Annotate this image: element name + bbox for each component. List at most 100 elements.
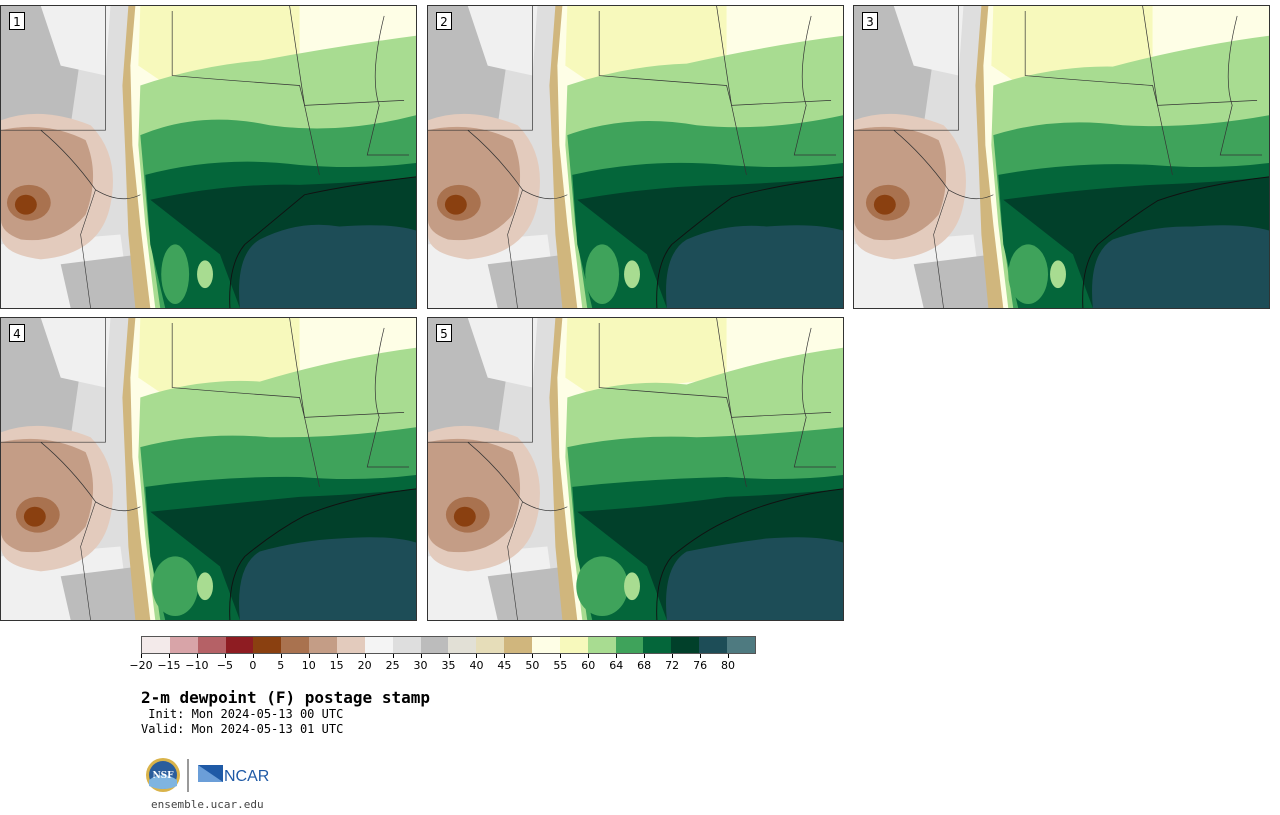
colorbar-tick-label: 20	[357, 659, 372, 672]
colorbar-bin	[476, 637, 505, 653]
colorbar-tick-label: 60	[581, 659, 596, 672]
stamp-map	[854, 6, 1269, 308]
state-border	[366, 327, 410, 468]
valid-time: Valid: Mon 2024-05-13 01 UTC	[141, 722, 344, 736]
dry-core-center	[23, 506, 46, 527]
state-border	[171, 10, 320, 175]
footer-url: ensemble.ucar.edu	[151, 798, 264, 811]
state-border	[507, 189, 523, 308]
colorbar	[141, 636, 756, 654]
page-title: 2-m dewpoint (F) postage stamp	[141, 688, 430, 707]
stamp-map	[428, 6, 843, 308]
map-region	[565, 318, 727, 393]
colorbar-tick-label: −15	[157, 659, 181, 672]
dry-core-center	[873, 194, 896, 215]
colorbar-tick-label: 5	[277, 659, 285, 672]
state-border	[467, 441, 568, 512]
colorbar-bin	[699, 637, 728, 653]
colorbar-tick-label: 15	[329, 659, 344, 672]
colorbar-tick	[252, 654, 254, 658]
green-pocket	[197, 260, 213, 289]
colorbar-tick	[504, 654, 506, 658]
colorbar-tick	[644, 654, 646, 658]
state-border	[1024, 10, 1173, 175]
colorbar-tick	[728, 654, 730, 658]
green-pocket	[576, 556, 629, 617]
colorbar-bin	[169, 637, 198, 653]
colorbar-bin	[532, 637, 560, 653]
colorbar-tick-label: 76	[693, 659, 708, 672]
gulf-of-mexico	[1092, 225, 1269, 308]
gulf-of-mexico	[239, 224, 416, 308]
logos: NSF NCAR	[146, 758, 269, 792]
green-pocket	[152, 556, 199, 617]
colorbar-tick	[196, 654, 198, 658]
state-border	[428, 6, 533, 131]
colorbar-bin	[142, 637, 170, 653]
stamp-3: 3	[853, 5, 1270, 309]
colorbar-tick	[141, 654, 142, 658]
colorbar-tick-label: 25	[385, 659, 400, 672]
state-border	[366, 15, 410, 156]
green-pocket	[585, 244, 620, 305]
state-border	[40, 129, 141, 200]
state-border	[933, 189, 949, 308]
stamp-4: 4	[0, 317, 417, 621]
colorbar-tick	[700, 654, 702, 658]
stamp-map	[428, 318, 843, 620]
stamp-1: 1	[0, 5, 417, 309]
state-border	[893, 129, 994, 200]
stamp-2: 2	[427, 5, 844, 309]
colorbar-bin	[671, 637, 700, 653]
stamp-map	[1, 318, 416, 620]
colorbar-tick-label: 68	[637, 659, 652, 672]
dry-core-center	[453, 506, 476, 527]
coastline	[656, 488, 843, 620]
colorbar-bin	[225, 637, 254, 653]
state-border	[289, 318, 405, 418]
colorbar-bin	[643, 637, 672, 653]
stamp-label: 5	[436, 324, 452, 342]
stamp-5: 5	[427, 317, 844, 621]
map-region	[40, 6, 111, 76]
colorbar-tick-label: 30	[413, 659, 428, 672]
gulf-of-mexico	[239, 537, 416, 620]
ncar-logo-text: NCAR	[224, 768, 269, 785]
colorbar-bin	[559, 637, 588, 653]
colorbar-tick-label: −5	[216, 659, 233, 672]
colorbar-tick	[336, 654, 338, 658]
map-region	[913, 254, 999, 308]
map-region	[487, 254, 573, 308]
state-border	[793, 327, 837, 468]
coastline	[229, 488, 416, 620]
state-border	[289, 6, 405, 106]
green-pocket	[197, 572, 213, 601]
state-border	[716, 318, 832, 418]
colorbar-tick	[616, 654, 618, 658]
map-region	[40, 318, 111, 388]
init-time: Init: Mon 2024-05-13 00 UTC	[141, 707, 344, 721]
colorbar-tick-label: −10	[185, 659, 209, 672]
colorbar-tick-label: 40	[469, 659, 484, 672]
colorbar-bin	[420, 637, 449, 653]
colorbar-tick	[280, 654, 282, 658]
state-border	[1, 318, 106, 443]
colorbar-tick	[672, 654, 674, 658]
map-region	[60, 566, 146, 620]
colorbar-tick-label: 80	[721, 659, 736, 672]
green-pocket	[624, 572, 640, 601]
dry-core-center	[14, 194, 37, 215]
gulf-of-mexico	[666, 225, 843, 308]
colorbar-tick-label: 0	[249, 659, 257, 672]
nsf-logo-text: NSF	[152, 771, 174, 781]
colorbar-tick	[448, 654, 450, 658]
map-region	[138, 318, 300, 393]
colorbar-tick	[308, 654, 310, 658]
colorbar-tick	[588, 654, 590, 658]
map-region	[467, 6, 538, 76]
stamp-label: 4	[9, 324, 25, 342]
stamp-label: 1	[9, 12, 25, 30]
colorbar-bin	[337, 637, 365, 653]
state-border	[598, 322, 747, 487]
state-border	[1, 6, 106, 131]
